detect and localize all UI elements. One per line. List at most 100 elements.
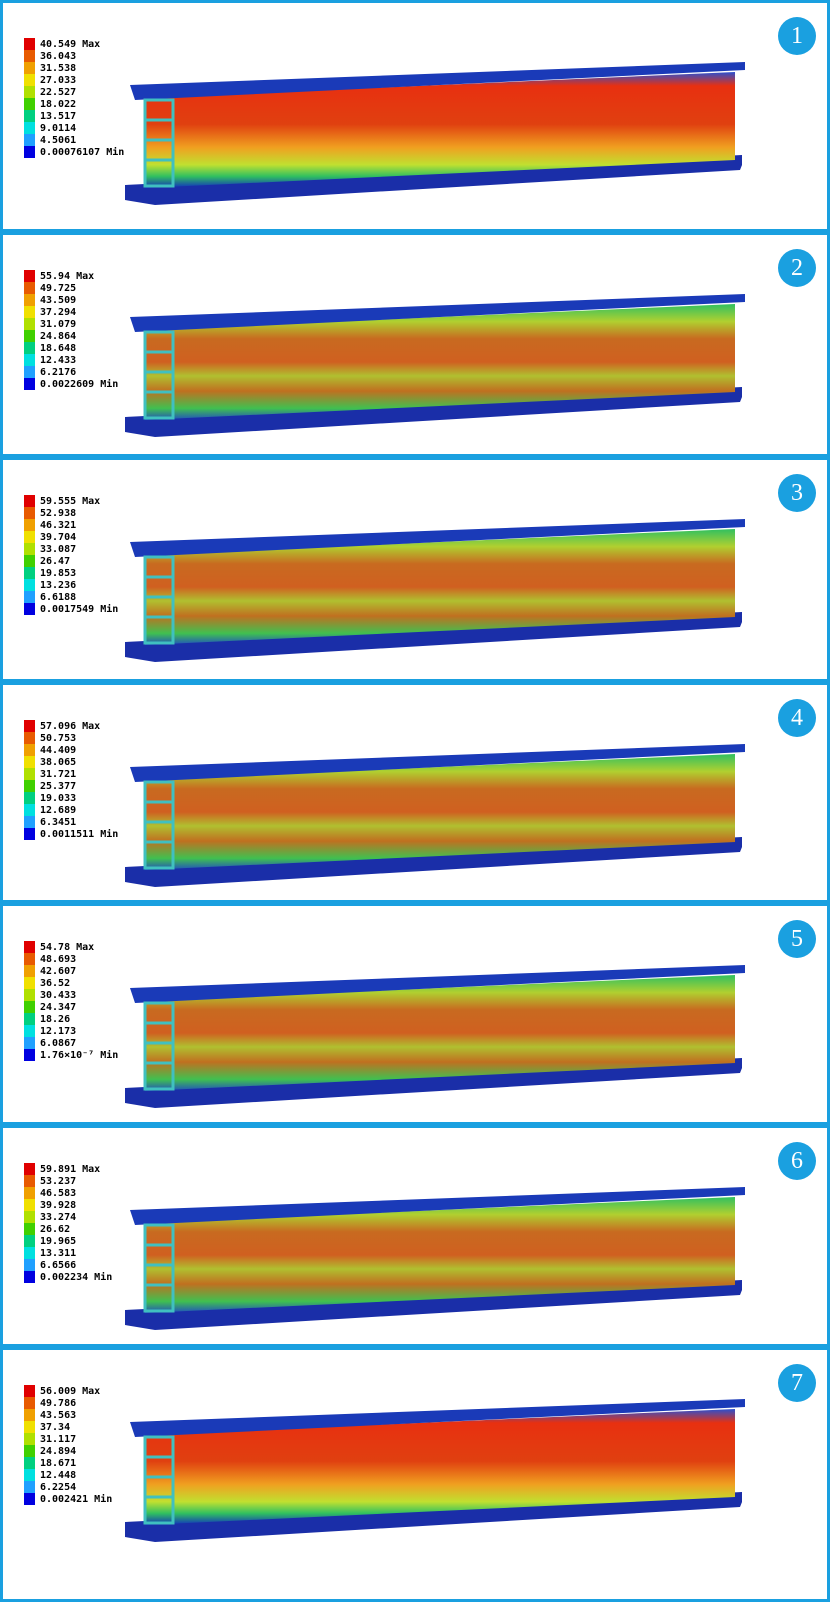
legend-swatch xyxy=(24,579,35,591)
legend-label: 54.78 Max xyxy=(40,942,94,953)
legend-label: 12.689 xyxy=(40,805,76,816)
legend-swatch xyxy=(24,1163,35,1175)
panel: 56.009 Max49.78643.56337.3431.11724.8941… xyxy=(2,1349,829,1601)
panel-number: 4 xyxy=(791,705,803,731)
panel-number: 3 xyxy=(791,480,803,506)
legend-label: 57.096 Max xyxy=(40,721,100,732)
legend-label: 36.52 xyxy=(40,978,70,989)
legend-label: 0.0022609 Min xyxy=(40,378,118,390)
legend-swatch xyxy=(24,330,35,342)
legend-label: 40.549 Max xyxy=(40,39,100,50)
legend-label: 6.6566 xyxy=(40,1260,76,1271)
legend-label: 55.94 Max xyxy=(40,271,94,282)
legend-label: 39.704 xyxy=(40,532,76,543)
legend-label: 19.965 xyxy=(40,1236,76,1247)
legend-label: 6.2176 xyxy=(40,367,76,378)
legend-label: 31.117 xyxy=(40,1434,76,1445)
legend-label: 25.377 xyxy=(40,781,76,792)
legend-label: 48.693 xyxy=(40,954,76,965)
legend-swatch xyxy=(24,354,35,366)
legend-swatch xyxy=(24,953,35,965)
legend-swatch xyxy=(24,86,35,98)
legend-swatch xyxy=(24,519,35,531)
legend-swatch xyxy=(24,1211,35,1223)
legend-label: 31.079 xyxy=(40,319,76,330)
legend-label: 6.3451 xyxy=(40,817,76,828)
legend-swatch xyxy=(24,1481,35,1493)
legend-label: 0.0011511 Min xyxy=(40,828,118,840)
legend-label: 49.725 xyxy=(40,283,76,294)
legend-swatch xyxy=(24,603,35,615)
legend-label: 27.033 xyxy=(40,75,76,86)
panel-number: 7 xyxy=(791,1370,803,1396)
legend-swatch xyxy=(24,1271,35,1283)
legend-swatch xyxy=(24,50,35,62)
legend-swatch xyxy=(24,1187,35,1199)
legend-label: 6.0867 xyxy=(40,1038,76,1049)
legend-swatch xyxy=(24,720,35,732)
legend-swatch xyxy=(24,816,35,828)
legend-swatch xyxy=(24,38,35,50)
legend-swatch xyxy=(24,965,35,977)
legend-swatch xyxy=(24,1175,35,1187)
legend-swatch xyxy=(24,1385,35,1397)
legend-swatch xyxy=(24,780,35,792)
legend-swatch xyxy=(24,507,35,519)
legend-swatch xyxy=(24,1433,35,1445)
legend-label: 33.087 xyxy=(40,544,76,555)
legend-label: 31.538 xyxy=(40,63,76,74)
panel-number: 1 xyxy=(791,23,803,49)
legend-label: 6.6188 xyxy=(40,592,76,603)
legend-swatch xyxy=(24,495,35,507)
legend-label: 59.891 Max xyxy=(40,1164,100,1175)
legend-swatch xyxy=(24,555,35,567)
legend-label: 30.433 xyxy=(40,990,76,1001)
legend-swatch xyxy=(24,1421,35,1433)
legend-swatch xyxy=(24,1013,35,1025)
legend-label: 59.555 Max xyxy=(40,496,100,507)
legend-swatch xyxy=(24,1049,35,1061)
legend-label: 1.76×10⁻⁷ Min xyxy=(40,1049,118,1061)
panel-number: 2 xyxy=(791,255,803,281)
legend-label: 46.583 xyxy=(40,1188,76,1199)
legend-label: 38.065 xyxy=(40,757,76,768)
legend-swatch xyxy=(24,567,35,579)
panel: 59.891 Max53.23746.58339.92833.27426.621… xyxy=(2,1127,829,1346)
legend-label: 50.753 xyxy=(40,733,76,744)
legend-label: 52.938 xyxy=(40,508,76,519)
legend-label: 42.607 xyxy=(40,966,76,977)
legend-swatch xyxy=(24,378,35,390)
panel: 54.78 Max48.69342.60736.5230.43324.34718… xyxy=(2,905,829,1124)
legend-label: 12.448 xyxy=(40,1470,76,1481)
legend-swatch xyxy=(24,744,35,756)
legend-swatch xyxy=(24,1445,35,1457)
legend-label: 53.237 xyxy=(40,1176,76,1187)
legend-label: 24.347 xyxy=(40,1002,76,1013)
legend-label: 18.671 xyxy=(40,1458,76,1469)
legend-swatch xyxy=(24,1409,35,1421)
legend-swatch xyxy=(24,306,35,318)
legend-swatch xyxy=(24,1235,35,1247)
panel: 59.555 Max52.93846.32139.70433.08726.471… xyxy=(2,459,829,681)
legend-swatch xyxy=(24,756,35,768)
legend-label: 13.236 xyxy=(40,580,76,591)
legend-swatch xyxy=(24,591,35,603)
legend-swatch xyxy=(24,122,35,134)
legend-swatch xyxy=(24,1001,35,1013)
legend-label: 19.033 xyxy=(40,793,76,804)
legend-swatch xyxy=(24,1397,35,1409)
legend-label: 36.043 xyxy=(40,51,76,62)
legend-swatch xyxy=(24,828,35,840)
legend-label: 26.47 xyxy=(40,556,70,567)
legend-swatch xyxy=(24,110,35,122)
legend-label: 43.563 xyxy=(40,1410,76,1421)
legend-swatch xyxy=(24,1469,35,1481)
legend-swatch xyxy=(24,792,35,804)
legend-swatch xyxy=(24,294,35,306)
legend-label: 18.26 xyxy=(40,1014,70,1025)
legend-label: 18.022 xyxy=(40,99,76,110)
legend-label: 0.0017549 Min xyxy=(40,603,118,615)
legend-swatch xyxy=(24,732,35,744)
legend-label: 33.274 xyxy=(40,1212,76,1223)
legend-label: 13.311 xyxy=(40,1248,76,1259)
